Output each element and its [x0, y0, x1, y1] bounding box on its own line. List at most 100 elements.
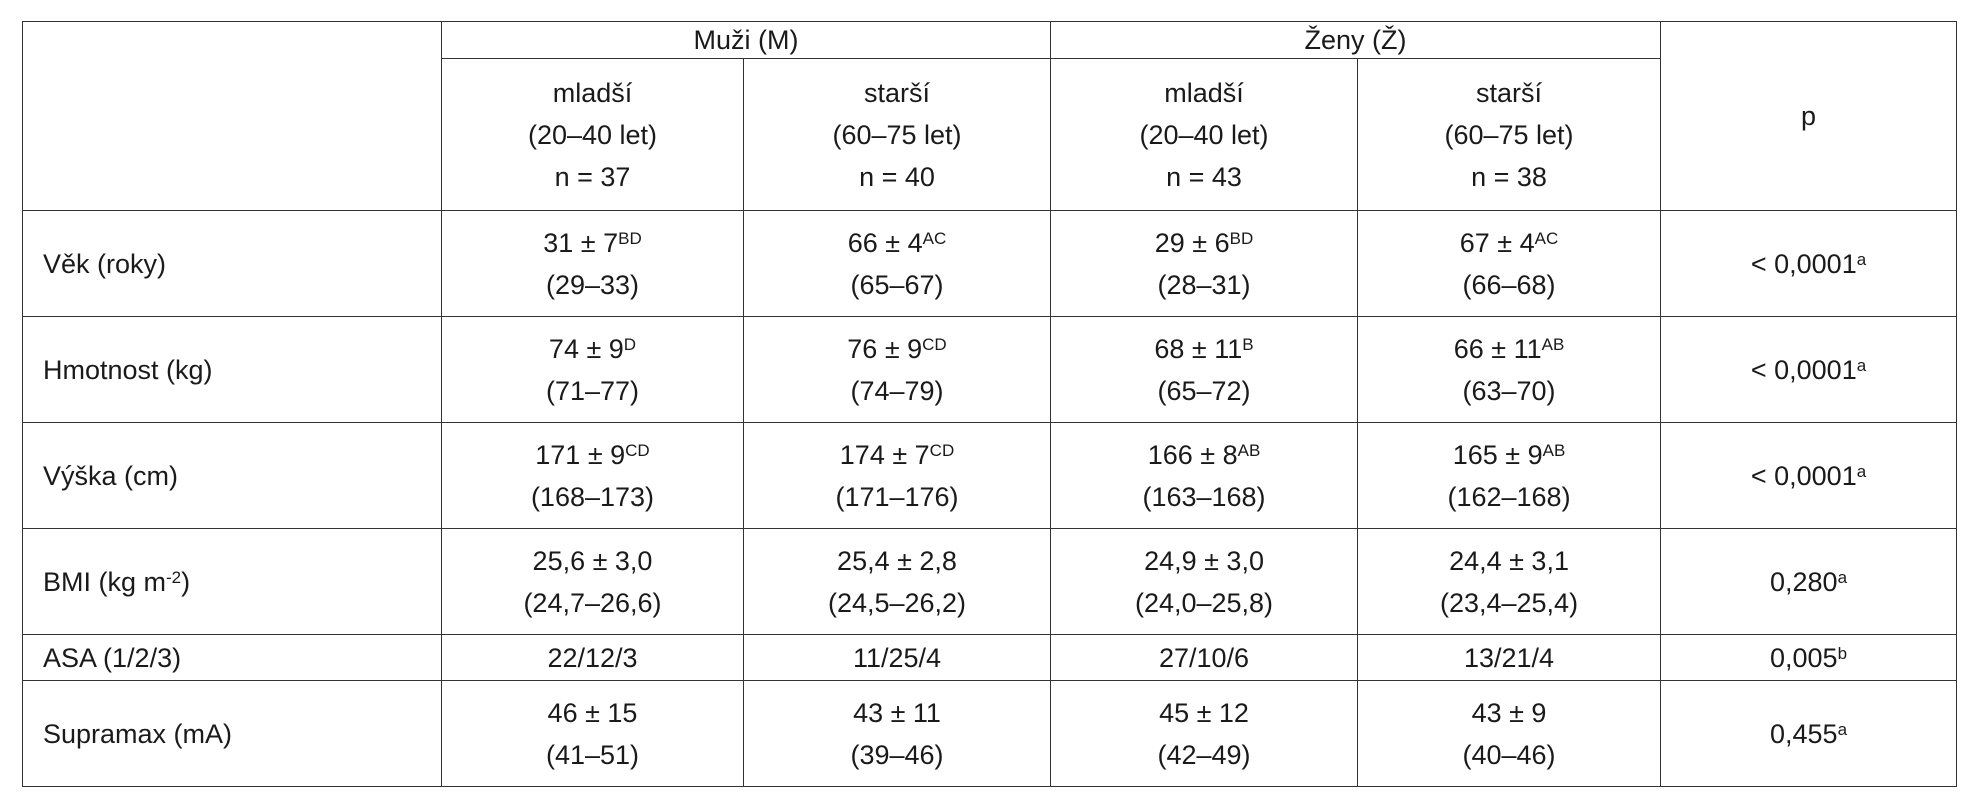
group-header-women: Ženy (Ž): [1050, 21, 1662, 59]
p-value: < 0,0001: [1750, 354, 1857, 385]
cell-significance-superscript: AC: [1534, 228, 1559, 248]
cell-significance-superscript: CD: [929, 440, 955, 460]
cell-mean-line: 27/10/6: [1051, 637, 1357, 679]
p-value-superscript: a: [1856, 249, 1867, 269]
cell-mean-line: 43 ± 9: [1358, 692, 1660, 734]
cell-mean-line: 67 ± 4AC: [1358, 222, 1660, 264]
subgroup-age-label: starší: [1476, 77, 1543, 108]
row-label-superscript: -2: [166, 567, 182, 587]
cell-mean: 171 ± 9: [535, 439, 626, 470]
cell-mean-line: 66 ± 4AC: [744, 222, 1050, 264]
cell-significance-superscript: BD: [618, 228, 642, 248]
cell-mean: 24,4 ± 3,1: [1449, 545, 1569, 576]
p-value: < 0,0001: [1750, 248, 1857, 279]
cell-range: (65–67): [850, 269, 944, 300]
cell-mean-line: 68 ± 11B: [1051, 328, 1357, 370]
cell-mean-line: 43 ± 11: [744, 692, 1050, 734]
p-value: < 0,0001: [1750, 460, 1857, 491]
cell-range: (42–49): [1157, 739, 1251, 770]
cell-mean-line: 22/12/3: [442, 637, 743, 679]
corner-cell: [22, 21, 442, 211]
p-value: 0,005: [1770, 642, 1838, 673]
cell-mean-line: 66 ± 11AB: [1358, 328, 1660, 370]
data-cell: 25,4 ± 2,8 (24,5–26,2): [742, 528, 1052, 635]
cell-mean-line: 31 ± 7BD: [442, 222, 743, 264]
cell-mean: 25,4 ± 2,8: [837, 545, 957, 576]
table-row: Hmotnost (kg) 74 ± 9D (71–77) 76 ± 9CD (74–7…: [22, 316, 1958, 423]
cell-range: (41–51): [545, 739, 640, 770]
cell-mean-line: 76 ± 9CD: [744, 328, 1050, 370]
data-cell: 45 ± 12 (42–49): [1050, 680, 1359, 787]
cell-significance-superscript: AC: [922, 228, 947, 248]
row-label-text: Výška (cm): [43, 460, 178, 491]
cell-mean: 74 ± 9: [548, 333, 624, 364]
subgroup-age-range: (60–75 let): [832, 119, 962, 150]
cell-range: (171–176): [835, 481, 959, 512]
cell-mean: 174 ± 7: [839, 439, 930, 470]
cell-mean: 66 ± 4: [847, 227, 923, 258]
subgroup-n: n = 43: [1166, 161, 1242, 192]
p-value: 0,455: [1770, 718, 1838, 749]
cell-mean-line: 45 ± 12: [1051, 692, 1357, 734]
cell-mean: 43 ± 9: [1471, 697, 1547, 728]
subgroup-age-range: (60–75 let): [1444, 119, 1574, 150]
subgroup-age-range: (20–40 let): [527, 119, 658, 150]
data-cell: 22/12/3: [441, 634, 744, 681]
row-label: Výška (cm): [22, 422, 442, 529]
row-label: Věk (roky): [22, 210, 442, 317]
cell-range: (163–168): [1142, 481, 1266, 512]
cell-mean: 22/12/3: [547, 642, 638, 673]
cell-mean: 165 ± 9: [1452, 439, 1543, 470]
subgroup-n: n = 38: [1471, 161, 1547, 192]
group-header-row: Muži (M) Ženy (Ž) p: [22, 21, 1958, 211]
data-cell: 11/25/4: [742, 634, 1052, 681]
subgroup-n: n = 40: [859, 161, 935, 192]
data-cell: 67 ± 4AC (66–68): [1357, 210, 1662, 317]
cell-mean: 27/10/6: [1158, 642, 1250, 673]
cell-mean-line: 24,4 ± 3,1: [1358, 540, 1660, 582]
cell-mean: 67 ± 4: [1459, 227, 1535, 258]
table-body: Muži (M) Ženy (Ž) p mladší (20–40 let) n =…: [22, 21, 1958, 787]
cell-mean-line: 25,4 ± 2,8: [744, 540, 1050, 582]
row-label: Hmotnost (kg): [22, 316, 442, 423]
p-value-cell: < 0,0001a: [1660, 422, 1958, 529]
subgroup-age-range: (20–40 let): [1139, 119, 1269, 150]
data-cell: 24,9 ± 3,0 (24,0–25,8): [1050, 528, 1359, 635]
cell-mean: 11/25/4: [852, 642, 942, 673]
row-label: BMI (kg m-2): [22, 528, 442, 635]
data-cell: 68 ± 11B (65–72): [1050, 316, 1359, 423]
p-value-cell: 0,455a: [1660, 680, 1958, 787]
p-value-cell: < 0,0001a: [1660, 210, 1958, 317]
cell-range: (23,4–25,4): [1439, 587, 1579, 618]
data-cell: 74 ± 9D (71–77): [441, 316, 744, 423]
subgroup-header: starší (60–75 let) n = 40: [742, 58, 1052, 211]
row-label-text: Věk (roky): [43, 248, 167, 279]
data-cell: 31 ± 7BD (29–33): [441, 210, 744, 317]
cell-mean: 66 ± 11: [1453, 333, 1542, 364]
cell-range: (65–72): [1157, 375, 1251, 406]
data-cell: 25,6 ± 3,0 (24,7–26,6): [441, 528, 744, 635]
cell-mean: 43 ± 11: [853, 697, 941, 728]
cell-mean: 68 ± 11: [1154, 333, 1243, 364]
data-cell: 166 ± 8AB (163–168): [1050, 422, 1359, 529]
data-cell: 43 ± 9 (40–46): [1357, 680, 1662, 787]
cell-range: (71–77): [545, 375, 640, 406]
subgroup-header: mladší (20–40 let) n = 37: [441, 58, 744, 211]
cell-range: (74–79): [850, 375, 944, 406]
cell-mean-line: 166 ± 8AB: [1051, 434, 1357, 476]
p-value-cell: 0,005b: [1660, 634, 1958, 681]
subgroup-age-label: starší: [864, 77, 931, 108]
cell-mean: 45 ± 12: [1159, 697, 1249, 728]
cell-range: (24,7–26,6): [523, 587, 662, 618]
data-cell: 27/10/6: [1050, 634, 1359, 681]
subgroup-n: n = 37: [554, 161, 631, 192]
subgroup-header: starší (60–75 let) n = 38: [1357, 58, 1662, 211]
cell-mean: 24,9 ± 3,0: [1144, 545, 1264, 576]
cell-range: (24,5–26,2): [827, 587, 967, 618]
p-header: p: [1660, 21, 1958, 211]
cell-mean-line: 74 ± 9D: [442, 328, 743, 370]
cell-range: (24,0–25,8): [1134, 587, 1274, 618]
p-value-cell: 0,280a: [1660, 528, 1958, 635]
data-cell: 171 ± 9CD (168–173): [441, 422, 744, 529]
row-label-text: ASA (1/2/3): [43, 642, 182, 673]
